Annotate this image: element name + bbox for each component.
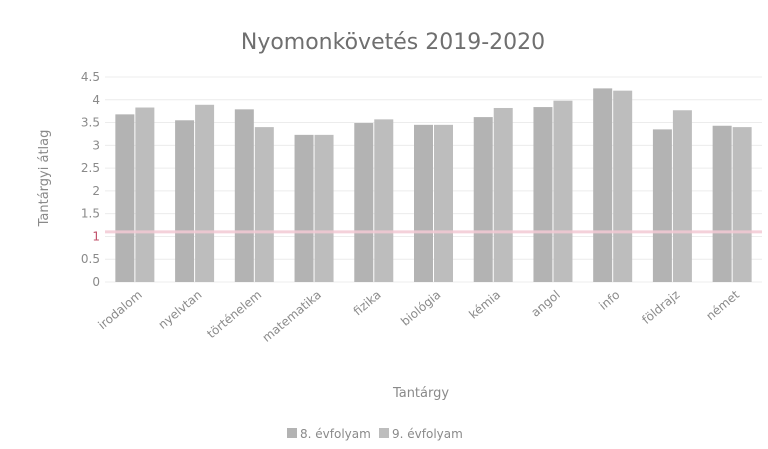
- y-tick-label: 4: [92, 93, 100, 107]
- bar-series-1: [473, 117, 493, 282]
- legend-swatch: [379, 428, 389, 438]
- x-tick-label: angol: [528, 288, 562, 320]
- bar-series-2: [254, 127, 274, 282]
- x-tick-label: irodalom: [95, 288, 144, 333]
- y-tick-label: 3.5: [81, 116, 100, 130]
- legend: 8. évfolyam 9. évfolyam: [287, 427, 463, 441]
- y-axis-ticks: 0 0.5 1 1.5 2 2.5 3 3.5 4 4.5: [81, 70, 100, 289]
- y-tick-label: 0.5: [81, 252, 100, 266]
- x-tick-label: biológia: [398, 288, 443, 329]
- y-tick-label: 1.5: [81, 207, 100, 221]
- bar-series-2: [314, 134, 334, 282]
- bar-series-2: [434, 124, 453, 282]
- bar-series-1: [354, 123, 374, 282]
- y-tick-label: 2.5: [81, 161, 100, 175]
- bar-series-1: [115, 114, 135, 282]
- x-axis-label: Tantárgy: [392, 386, 449, 401]
- y-tick-label: 1: [92, 229, 100, 243]
- chart-title: Nyomonkövetés 2019-2020: [241, 30, 545, 55]
- bar-series-2: [613, 90, 633, 283]
- gridlines: [105, 76, 762, 283]
- y-tick-label: 0: [92, 275, 100, 289]
- bar-series-1: [533, 107, 553, 282]
- bar-series-1: [234, 109, 254, 282]
- x-tick-label: történelem: [204, 288, 264, 341]
- x-tick-label: német: [703, 287, 742, 323]
- bar-series-1: [712, 125, 732, 282]
- bar-series-2: [732, 127, 752, 282]
- x-tick-label: nyelvtan: [156, 288, 205, 332]
- bar-series-1: [593, 88, 613, 282]
- bar-series-1: [175, 120, 195, 283]
- x-tick-label: földrajz: [639, 288, 682, 327]
- bar-series-2: [135, 107, 155, 283]
- bar-series-1: [294, 134, 314, 282]
- x-tick-label: matematika: [260, 288, 324, 345]
- x-tick-label: kémia: [466, 288, 503, 322]
- bar-series-1: [652, 129, 672, 282]
- y-axis-label: Tantárgyi átlag: [37, 130, 52, 228]
- y-tick-label: 3: [92, 138, 100, 152]
- y-tick-label: 2: [92, 184, 100, 198]
- x-tick-label: info: [596, 288, 622, 313]
- x-tick-label: fizika: [351, 288, 384, 319]
- bar-series-1: [414, 124, 433, 282]
- legend-swatch: [287, 428, 297, 438]
- bar-series-2: [493, 107, 513, 282]
- y-tick-label: 4.5: [81, 70, 100, 84]
- bars: [115, 88, 752, 283]
- bar-series-2: [553, 100, 573, 282]
- bar-series-2: [195, 104, 215, 283]
- legend-label: 9. évfolyam: [392, 427, 463, 441]
- bar-series-2: [374, 119, 394, 282]
- legend-label: 8. évfolyam: [300, 427, 371, 441]
- bar-series-2: [672, 110, 692, 282]
